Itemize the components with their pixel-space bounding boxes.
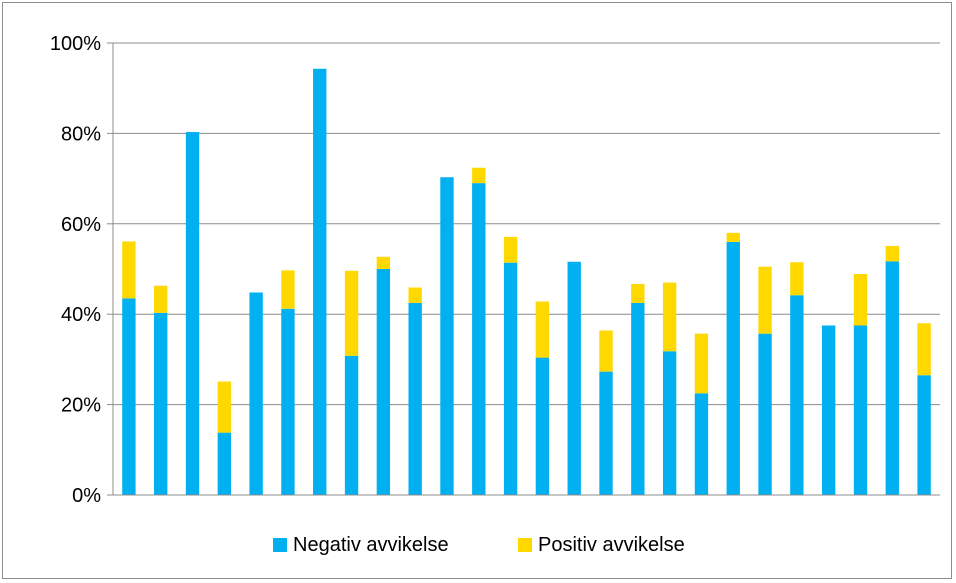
bar-positiv-avvikelse xyxy=(472,167,486,184)
bar-positiv-avvikelse xyxy=(122,241,136,299)
y-tick-label: 60% xyxy=(61,214,101,236)
bar-negativ-avvikelse xyxy=(758,333,772,495)
bar-negativ-avvikelse xyxy=(885,261,899,495)
y-axis-ticks: 0% 20% 40% 60% 80% 100% xyxy=(50,33,114,507)
y-tick-label: 40% xyxy=(61,304,101,326)
bar-positiv-avvikelse xyxy=(758,266,772,334)
stacked-bar-chart: 0% 20% 40% 60% 80% 100% Negativ avvikelse Posi… xyxy=(50,33,940,556)
bar-negativ-avvikelse xyxy=(694,393,709,495)
bar-positiv-avvikelse xyxy=(662,282,677,352)
bar-negativ-avvikelse xyxy=(217,432,232,495)
bar-positiv-avvikelse xyxy=(217,381,232,433)
bar-positiv-avvikelse xyxy=(631,283,645,303)
bar-positiv-avvikelse xyxy=(344,270,359,356)
bar-positiv-avvikelse xyxy=(408,287,422,303)
bar-positiv-avvikelse xyxy=(694,333,709,394)
bar-positiv-avvikelse xyxy=(281,270,295,309)
bar-positiv-avvikelse xyxy=(885,245,899,262)
bar-negativ-avvikelse xyxy=(567,261,581,495)
legend-swatch xyxy=(273,538,287,552)
legend-swatch xyxy=(518,538,532,552)
bar-negativ-avvikelse xyxy=(821,325,836,495)
bar-negativ-avvikelse xyxy=(535,357,550,495)
bar-positiv-avvikelse xyxy=(853,273,868,326)
bar-positiv-avvikelse xyxy=(503,236,518,263)
bar-negativ-avvikelse xyxy=(313,68,327,495)
bar-negativ-avvikelse xyxy=(440,177,454,496)
bar-negativ-avvikelse xyxy=(122,298,136,495)
bar-positiv-avvikelse xyxy=(376,256,391,269)
bar-positiv-avvikelse xyxy=(535,301,550,358)
bar-negativ-avvikelse xyxy=(281,308,295,495)
bar-negativ-avvikelse xyxy=(249,292,263,495)
bar-negativ-avvikelse xyxy=(185,132,200,496)
y-tick-label: 20% xyxy=(61,395,101,417)
bar-negativ-avvikelse xyxy=(599,371,613,495)
y-tick-label: 0% xyxy=(72,485,101,507)
bar-negativ-avvikelse xyxy=(408,302,422,495)
bar-negativ-avvikelse xyxy=(503,262,518,495)
bar-positiv-avvikelse xyxy=(917,323,931,376)
y-tick-label: 80% xyxy=(61,123,101,145)
bar-negativ-avvikelse xyxy=(917,375,931,495)
bar-negativ-avvikelse xyxy=(154,312,168,495)
bar-positiv-avvikelse xyxy=(599,330,613,372)
legend-label: Positiv avvikelse xyxy=(538,534,685,556)
bars xyxy=(122,68,931,496)
bar-positiv-avvikelse xyxy=(726,232,740,242)
bar-negativ-avvikelse xyxy=(631,302,645,495)
bar-negativ-avvikelse xyxy=(790,295,804,495)
bar-negativ-avvikelse xyxy=(662,351,677,495)
bar-negativ-avvikelse xyxy=(472,183,486,495)
gridlines xyxy=(113,42,940,406)
bar-negativ-avvikelse xyxy=(726,241,740,495)
bar-positiv-avvikelse xyxy=(790,262,804,296)
bar-positiv-avvikelse xyxy=(154,285,168,313)
legend-label: Negativ avvikelse xyxy=(293,534,449,556)
legend: Negativ avvikelse Positiv avvikelse xyxy=(273,534,685,556)
bar-negativ-avvikelse xyxy=(344,355,359,495)
bar-negativ-avvikelse xyxy=(376,269,391,495)
bar-negativ-avvikelse xyxy=(853,325,868,495)
y-tick-label: 100% xyxy=(50,33,101,55)
